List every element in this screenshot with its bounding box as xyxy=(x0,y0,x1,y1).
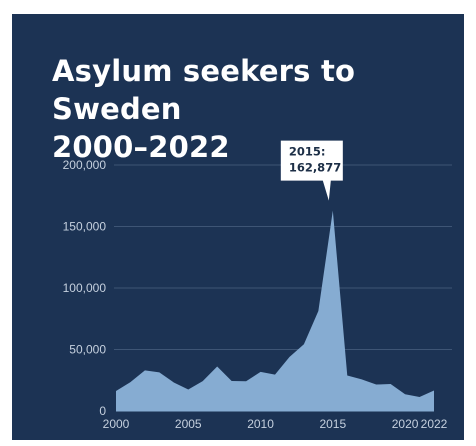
x-tick-label: 2015 xyxy=(319,417,346,431)
x-tick-label: 2000 xyxy=(103,417,130,431)
x-tick-label: 2022 xyxy=(421,417,448,431)
data-point-2014 xyxy=(317,310,320,313)
data-point-2021 xyxy=(418,395,421,398)
area-series xyxy=(115,209,436,412)
data-point-2001 xyxy=(129,381,132,384)
area-fill xyxy=(116,210,434,411)
annotation-label-line: 2015: xyxy=(289,145,326,159)
x-axis-ticks: 2000 2005 2010 2015 2020 2022 xyxy=(103,417,448,431)
data-point-2017 xyxy=(360,378,363,381)
annotation-label-line: 162,877 xyxy=(289,161,341,175)
data-point-2004 xyxy=(172,381,175,384)
y-axis-ticks: 0 50,000 100,000 150,000 200,000 xyxy=(63,158,107,418)
data-point-2020 xyxy=(404,393,407,396)
area-chart: 0 50,000 100,000 150,000 200,000 2000 2005 201… xyxy=(63,140,452,431)
chart-title-line-1: Asylum seekers to Sweden xyxy=(52,54,356,126)
chart-card: Asylum seekers to Sweden 2000–2022 0 50,0… xyxy=(12,14,464,440)
data-point-2013 xyxy=(302,343,305,346)
data-point-2016 xyxy=(346,374,349,377)
y-tick-label: 50,000 xyxy=(69,343,106,357)
chart-title: Asylum seekers to Sweden 2000–2022 xyxy=(52,52,464,166)
data-point-2012 xyxy=(288,356,291,359)
data-point-2000 xyxy=(115,389,118,392)
y-tick-label: 150,000 xyxy=(63,220,107,234)
data-point-2002 xyxy=(143,369,146,372)
data-point-2007 xyxy=(216,365,219,368)
data-point-2015 xyxy=(331,209,334,212)
data-point-2003 xyxy=(158,371,161,374)
x-tick-label: 2010 xyxy=(247,417,274,431)
data-point-2019 xyxy=(389,383,392,386)
data-point-2006 xyxy=(201,380,204,383)
data-point-2018 xyxy=(375,383,378,386)
x-tick-label: 2020 xyxy=(392,417,419,431)
chart-title-line-2: 2000–2022 xyxy=(52,130,230,164)
data-point-2011 xyxy=(274,373,277,376)
y-tick-label: 100,000 xyxy=(63,281,107,295)
x-tick-label: 2005 xyxy=(175,417,202,431)
data-point-2008 xyxy=(230,379,233,382)
annotation-callout-box xyxy=(280,140,343,201)
peak-annotation: 2015: 162,877 xyxy=(280,140,343,201)
gridlines xyxy=(114,164,452,350)
y-tick-label: 0 xyxy=(99,404,106,418)
data-point-2010 xyxy=(259,370,262,373)
data-point-2009 xyxy=(245,380,248,383)
data-point-2022 xyxy=(433,389,436,392)
data-point-2005 xyxy=(187,388,190,391)
y-tick-label: 200,000 xyxy=(63,158,107,172)
